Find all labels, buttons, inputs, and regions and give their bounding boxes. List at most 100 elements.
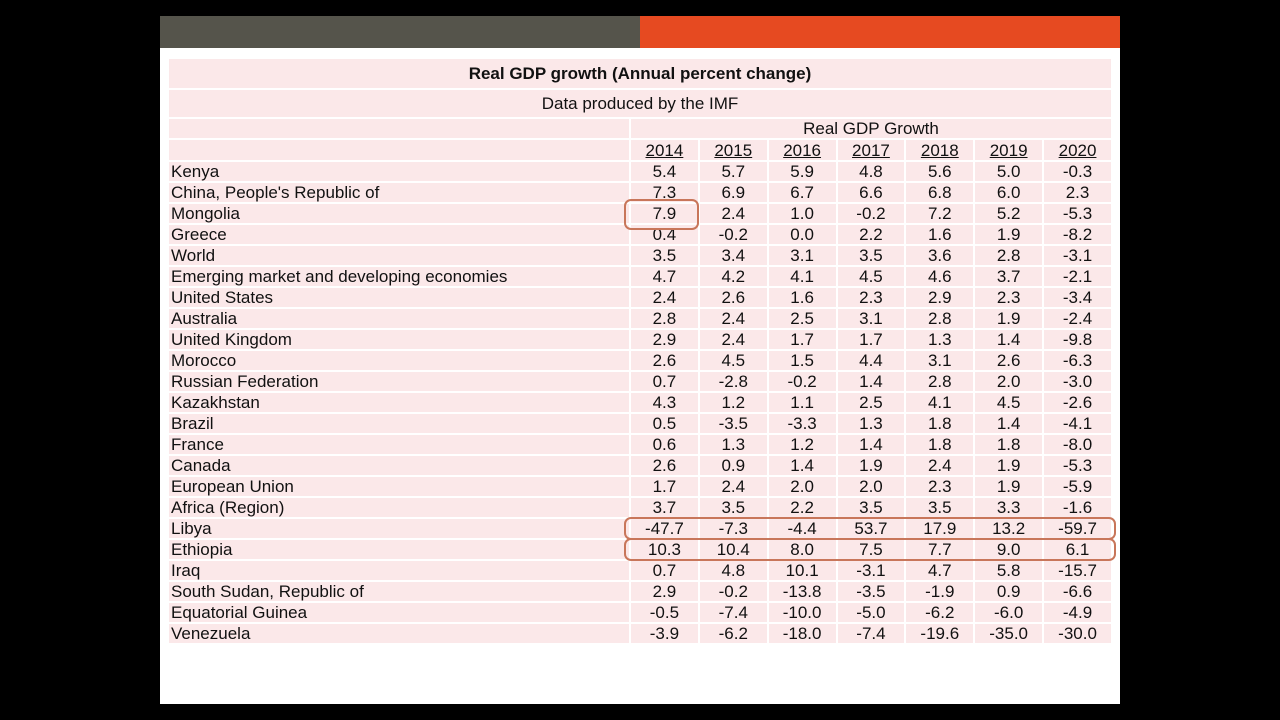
value-cell: 3.5 bbox=[835, 496, 907, 519]
value-cell: -3.5 bbox=[835, 580, 907, 603]
value-cell: -8.0 bbox=[1042, 433, 1113, 456]
country-cell: Mongolia bbox=[167, 202, 631, 225]
value-cell: 1.9 bbox=[973, 454, 1045, 477]
year-header-2020: 2020 bbox=[1042, 138, 1113, 162]
value-cell: 0.7 bbox=[629, 370, 700, 393]
table-title-row: Real GDP growth (Annual percent change) bbox=[167, 57, 1113, 90]
group-header: Real GDP Growth bbox=[629, 117, 1113, 140]
value-cell: -15.7 bbox=[1042, 559, 1113, 582]
year-header-2019: 2019 bbox=[973, 138, 1045, 162]
value-cell: -9.8 bbox=[1042, 328, 1113, 351]
value-cell: 3.7 bbox=[629, 496, 700, 519]
value-cell: 53.7 bbox=[835, 517, 907, 540]
country-cell: Kazakhstan bbox=[167, 391, 631, 414]
value-cell: 4.5 bbox=[973, 391, 1045, 414]
table-row: Australia 2.8 2.4 2.5 3.1 2.8 1.9 -2.4 bbox=[167, 307, 1113, 330]
value-cell: -3.1 bbox=[835, 559, 907, 582]
value-cell: -3.5 bbox=[697, 412, 769, 435]
country-cell: South Sudan, Republic of bbox=[167, 580, 631, 603]
value-cell: -4.1 bbox=[1042, 412, 1113, 435]
value-cell: -3.9 bbox=[629, 622, 700, 645]
value-cell: 5.2 bbox=[973, 202, 1045, 225]
value-cell: 4.8 bbox=[835, 160, 907, 183]
value-cell: 10.4 bbox=[697, 538, 769, 561]
empty-cell bbox=[167, 138, 631, 162]
value-cell: 2.3 bbox=[904, 475, 976, 498]
value-cell: 2.6 bbox=[629, 349, 700, 372]
country-cell: Equatorial Guinea bbox=[167, 601, 631, 624]
table-row: Morocco 2.6 4.5 1.5 4.4 3.1 2.6 -6.3 bbox=[167, 349, 1113, 372]
table-row: Equatorial Guinea -0.5 -7.4 -10.0 -5.0 -6.2 -6… bbox=[167, 601, 1113, 624]
value-cell: -0.3 bbox=[1042, 160, 1113, 183]
value-cell: -3.0 bbox=[1042, 370, 1113, 393]
value-cell: 2.9 bbox=[629, 328, 700, 351]
country-cell: Africa (Region) bbox=[167, 496, 631, 519]
table-row: Greece 0.4 -0.2 0.0 2.2 1.6 1.9 -8.2 bbox=[167, 223, 1113, 246]
value-cell: 4.6 bbox=[904, 265, 976, 288]
table-row: Iraq 0.7 4.8 10.1 -3.1 4.7 5.8 -15.7 bbox=[167, 559, 1113, 582]
value-cell: 5.0 bbox=[973, 160, 1045, 183]
value-cell: -6.3 bbox=[1042, 349, 1113, 372]
table-subtitle: Data produced by the IMF bbox=[167, 88, 1113, 119]
value-cell: 2.8 bbox=[904, 370, 976, 393]
value-cell: -2.6 bbox=[1042, 391, 1113, 414]
value-cell: -2.4 bbox=[1042, 307, 1113, 330]
value-cell: 2.4 bbox=[697, 202, 769, 225]
country-cell: Kenya bbox=[167, 160, 631, 183]
value-cell: 1.8 bbox=[904, 412, 976, 435]
header-bar-accent bbox=[640, 16, 1120, 48]
value-cell: -5.3 bbox=[1042, 454, 1113, 477]
value-cell: 0.9 bbox=[697, 454, 769, 477]
value-cell: 1.4 bbox=[835, 433, 907, 456]
value-cell: 1.6 bbox=[766, 286, 838, 309]
value-cell: 1.7 bbox=[629, 475, 700, 498]
table-row: France 0.6 1.3 1.2 1.4 1.8 1.8 -8.0 bbox=[167, 433, 1113, 456]
value-cell: 3.1 bbox=[904, 349, 976, 372]
value-cell: 2.6 bbox=[697, 286, 769, 309]
value-cell: 1.2 bbox=[766, 433, 838, 456]
value-cell: -0.5 bbox=[629, 601, 700, 624]
value-cell: 1.5 bbox=[766, 349, 838, 372]
table-row: European Union 1.7 2.4 2.0 2.0 2.3 1.9 -5.9 bbox=[167, 475, 1113, 498]
value-cell: -19.6 bbox=[904, 622, 976, 645]
value-cell: -1.9 bbox=[904, 580, 976, 603]
value-cell: 5.4 bbox=[629, 160, 700, 183]
country-cell: Morocco bbox=[167, 349, 631, 372]
value-cell: 2.4 bbox=[904, 454, 976, 477]
value-cell: 2.5 bbox=[835, 391, 907, 414]
value-cell: 1.4 bbox=[973, 412, 1045, 435]
value-cell: 2.6 bbox=[973, 349, 1045, 372]
value-cell: -4.9 bbox=[1042, 601, 1113, 624]
value-cell: -6.2 bbox=[697, 622, 769, 645]
value-cell: 2.9 bbox=[904, 286, 976, 309]
value-cell: 3.5 bbox=[629, 244, 700, 267]
value-cell: 4.5 bbox=[835, 265, 907, 288]
country-cell: United Kingdom bbox=[167, 328, 631, 351]
country-cell: United States bbox=[167, 286, 631, 309]
country-cell: Brazil bbox=[167, 412, 631, 435]
slide: Real GDP growth (Annual percent change) … bbox=[160, 16, 1120, 704]
value-cell: 2.4 bbox=[697, 307, 769, 330]
value-cell: 2.8 bbox=[904, 307, 976, 330]
value-cell: 5.9 bbox=[766, 160, 838, 183]
value-cell: 0.5 bbox=[629, 412, 700, 435]
year-header-2014: 2014 bbox=[629, 138, 700, 162]
value-cell: 6.8 bbox=[904, 181, 976, 204]
value-cell: 7.2 bbox=[904, 202, 976, 225]
value-cell: 4.8 bbox=[697, 559, 769, 582]
table-row: United Kingdom 2.9 2.4 1.7 1.7 1.3 1.4 -9.8 bbox=[167, 328, 1113, 351]
value-cell: -2.8 bbox=[697, 370, 769, 393]
country-cell: Iraq bbox=[167, 559, 631, 582]
value-cell: 3.5 bbox=[697, 496, 769, 519]
value-cell: -3.3 bbox=[766, 412, 838, 435]
value-cell: -35.0 bbox=[973, 622, 1045, 645]
value-cell: 6.0 bbox=[973, 181, 1045, 204]
value-cell: -7.4 bbox=[697, 601, 769, 624]
country-cell: European Union bbox=[167, 475, 631, 498]
value-cell: 1.4 bbox=[766, 454, 838, 477]
value-cell: 6.6 bbox=[835, 181, 907, 204]
value-cell: -3.4 bbox=[1042, 286, 1113, 309]
value-cell: 3.3 bbox=[973, 496, 1045, 519]
value-cell: -5.3 bbox=[1042, 202, 1113, 225]
table-subtitle-row: Data produced by the IMF bbox=[167, 88, 1113, 119]
